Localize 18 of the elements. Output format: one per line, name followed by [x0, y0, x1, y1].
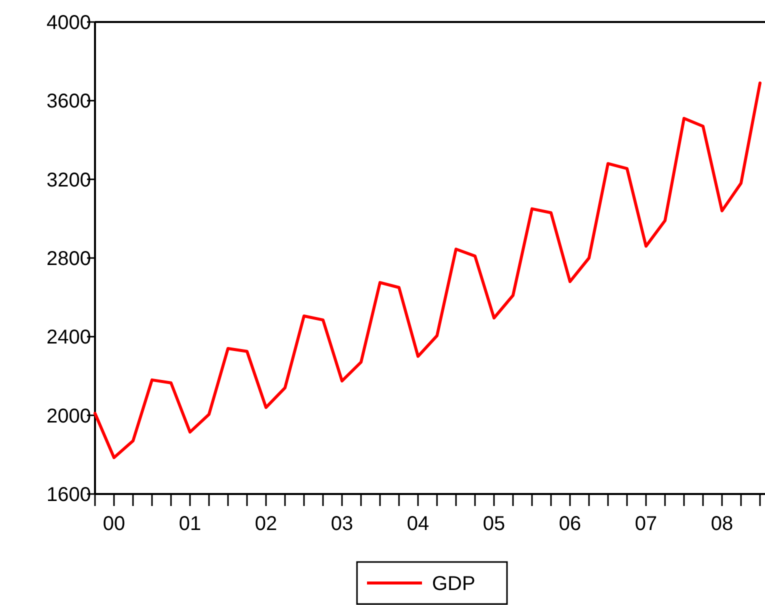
x-tick-label: 03: [330, 513, 354, 535]
line-series: [94, 81, 762, 460]
x-tick-label: 08: [710, 513, 734, 535]
x-tick-label: 05: [482, 513, 506, 535]
y-tick-label: 2000: [46, 405, 91, 428]
y-tick-label: 2800: [46, 248, 91, 270]
y-tick-label: 3200: [46, 169, 91, 192]
y-tick-label: 4000: [46, 12, 91, 34]
y-tick-label: 3600: [46, 90, 91, 113]
x-tick-label: 07: [634, 513, 658, 535]
x-tick-label: 06: [558, 513, 582, 535]
x-tick-label: 04: [406, 513, 430, 535]
y-tick-label: 2400: [46, 326, 91, 349]
legend-label: GDP: [432, 573, 476, 595]
x-tick-label: 02: [254, 513, 278, 535]
y-tick-label: 1600: [46, 484, 91, 506]
x-tick-label: 00: [102, 513, 126, 535]
x-tick-label: 01: [178, 513, 202, 535]
